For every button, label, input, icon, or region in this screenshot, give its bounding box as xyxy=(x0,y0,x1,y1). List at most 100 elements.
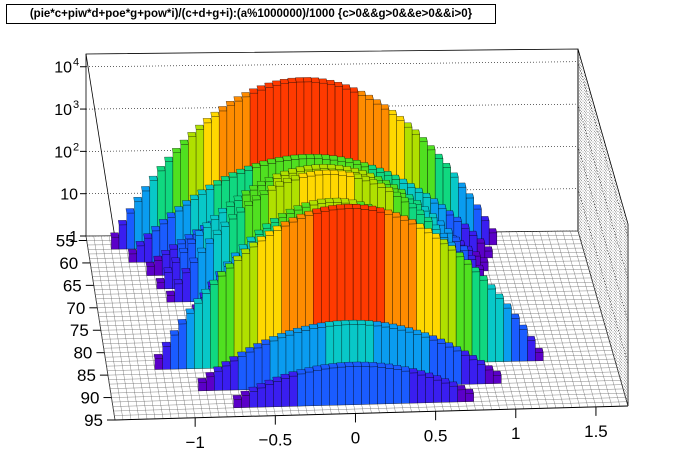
bar-front xyxy=(214,371,222,390)
bar-top xyxy=(261,340,270,345)
bar-top xyxy=(425,373,434,378)
bar-top xyxy=(369,362,378,367)
bar-top xyxy=(213,180,222,185)
lego-bar xyxy=(217,272,226,369)
bar-top xyxy=(260,190,269,195)
lego-bar xyxy=(154,354,163,369)
lego-bar xyxy=(468,355,477,384)
bar-top xyxy=(206,372,215,377)
bar-front xyxy=(469,360,477,385)
bar-top xyxy=(169,245,178,250)
lego-bar xyxy=(134,197,143,249)
bar-front xyxy=(298,374,306,406)
bar-top xyxy=(177,239,186,244)
bar-top xyxy=(431,225,440,229)
top-left-edge xyxy=(86,54,115,238)
bar-top xyxy=(487,285,496,290)
lego-bar xyxy=(401,367,410,404)
lego-bar xyxy=(463,260,472,363)
bar-top xyxy=(534,348,543,353)
bar-front xyxy=(418,375,426,403)
bar-top xyxy=(285,331,294,336)
bar-top xyxy=(345,158,354,163)
bar-top xyxy=(476,239,485,243)
bar-top xyxy=(247,237,256,242)
bar-top xyxy=(301,203,310,208)
bar-top xyxy=(360,205,369,210)
y-tick-label: 85 xyxy=(77,366,96,385)
floor-gridline xyxy=(547,231,596,407)
bar-top xyxy=(265,177,274,182)
bar-top xyxy=(288,169,297,174)
bar-top xyxy=(317,199,326,204)
bar-top xyxy=(306,154,315,159)
x-tick-label: 1 xyxy=(511,424,520,443)
bar-top xyxy=(311,78,320,83)
bar-top xyxy=(210,280,219,285)
bar-top xyxy=(304,166,313,171)
bar-top xyxy=(242,92,251,97)
lego-bar xyxy=(518,325,527,361)
bar-top xyxy=(136,241,145,246)
bar-top xyxy=(236,208,245,213)
bar-top xyxy=(289,218,298,223)
lego-bar xyxy=(273,377,282,407)
bar-top xyxy=(172,258,181,263)
bar-top xyxy=(164,157,173,162)
bar-top xyxy=(252,195,261,200)
lego-bar xyxy=(441,379,450,403)
bar-top xyxy=(452,237,461,241)
bar-top xyxy=(461,224,470,228)
bar-top xyxy=(372,100,381,105)
bar-top xyxy=(426,146,435,150)
bar-front xyxy=(493,375,501,383)
bar-top xyxy=(239,245,248,250)
lego-bar xyxy=(164,268,173,289)
lego-bar xyxy=(479,276,488,362)
bar-front xyxy=(480,280,488,362)
y-tick-label: 65 xyxy=(63,276,82,295)
bar-front xyxy=(157,283,165,289)
bar-top xyxy=(283,156,292,161)
bar-top xyxy=(134,197,143,202)
bar-top xyxy=(313,366,322,371)
bar-top xyxy=(222,361,231,366)
bar-top xyxy=(272,81,281,86)
bar-top xyxy=(441,379,450,384)
bar-top xyxy=(269,336,278,341)
bar-top xyxy=(118,220,127,225)
bar-front xyxy=(464,264,472,363)
lego-bar xyxy=(144,234,153,263)
bar-top xyxy=(333,321,342,326)
bar-top xyxy=(234,97,243,102)
bar-top xyxy=(252,163,261,168)
bar-top xyxy=(369,180,378,185)
bar-top xyxy=(229,214,238,219)
bar-front xyxy=(485,251,493,258)
bar-top xyxy=(182,268,191,273)
bar-top xyxy=(329,156,338,161)
lego-bar xyxy=(233,395,242,408)
bar-top xyxy=(449,382,458,387)
bar-top xyxy=(321,155,330,160)
bar-top xyxy=(291,176,300,181)
lego-bar xyxy=(409,369,418,404)
bar-top xyxy=(281,374,290,379)
lego-bar xyxy=(465,389,474,402)
bar-front xyxy=(362,366,370,404)
bar-top xyxy=(297,369,306,374)
bar-top xyxy=(268,186,277,191)
lego-bar xyxy=(337,363,346,406)
bar-front xyxy=(246,352,254,390)
bar-top xyxy=(388,110,397,114)
bar-front xyxy=(354,366,362,404)
lego-bar xyxy=(433,376,442,403)
bar-front xyxy=(183,273,191,302)
bar-top xyxy=(436,221,445,225)
bar-top xyxy=(526,336,535,341)
bar-top xyxy=(203,223,212,228)
bar-front xyxy=(274,381,282,407)
bar-top xyxy=(249,89,258,94)
